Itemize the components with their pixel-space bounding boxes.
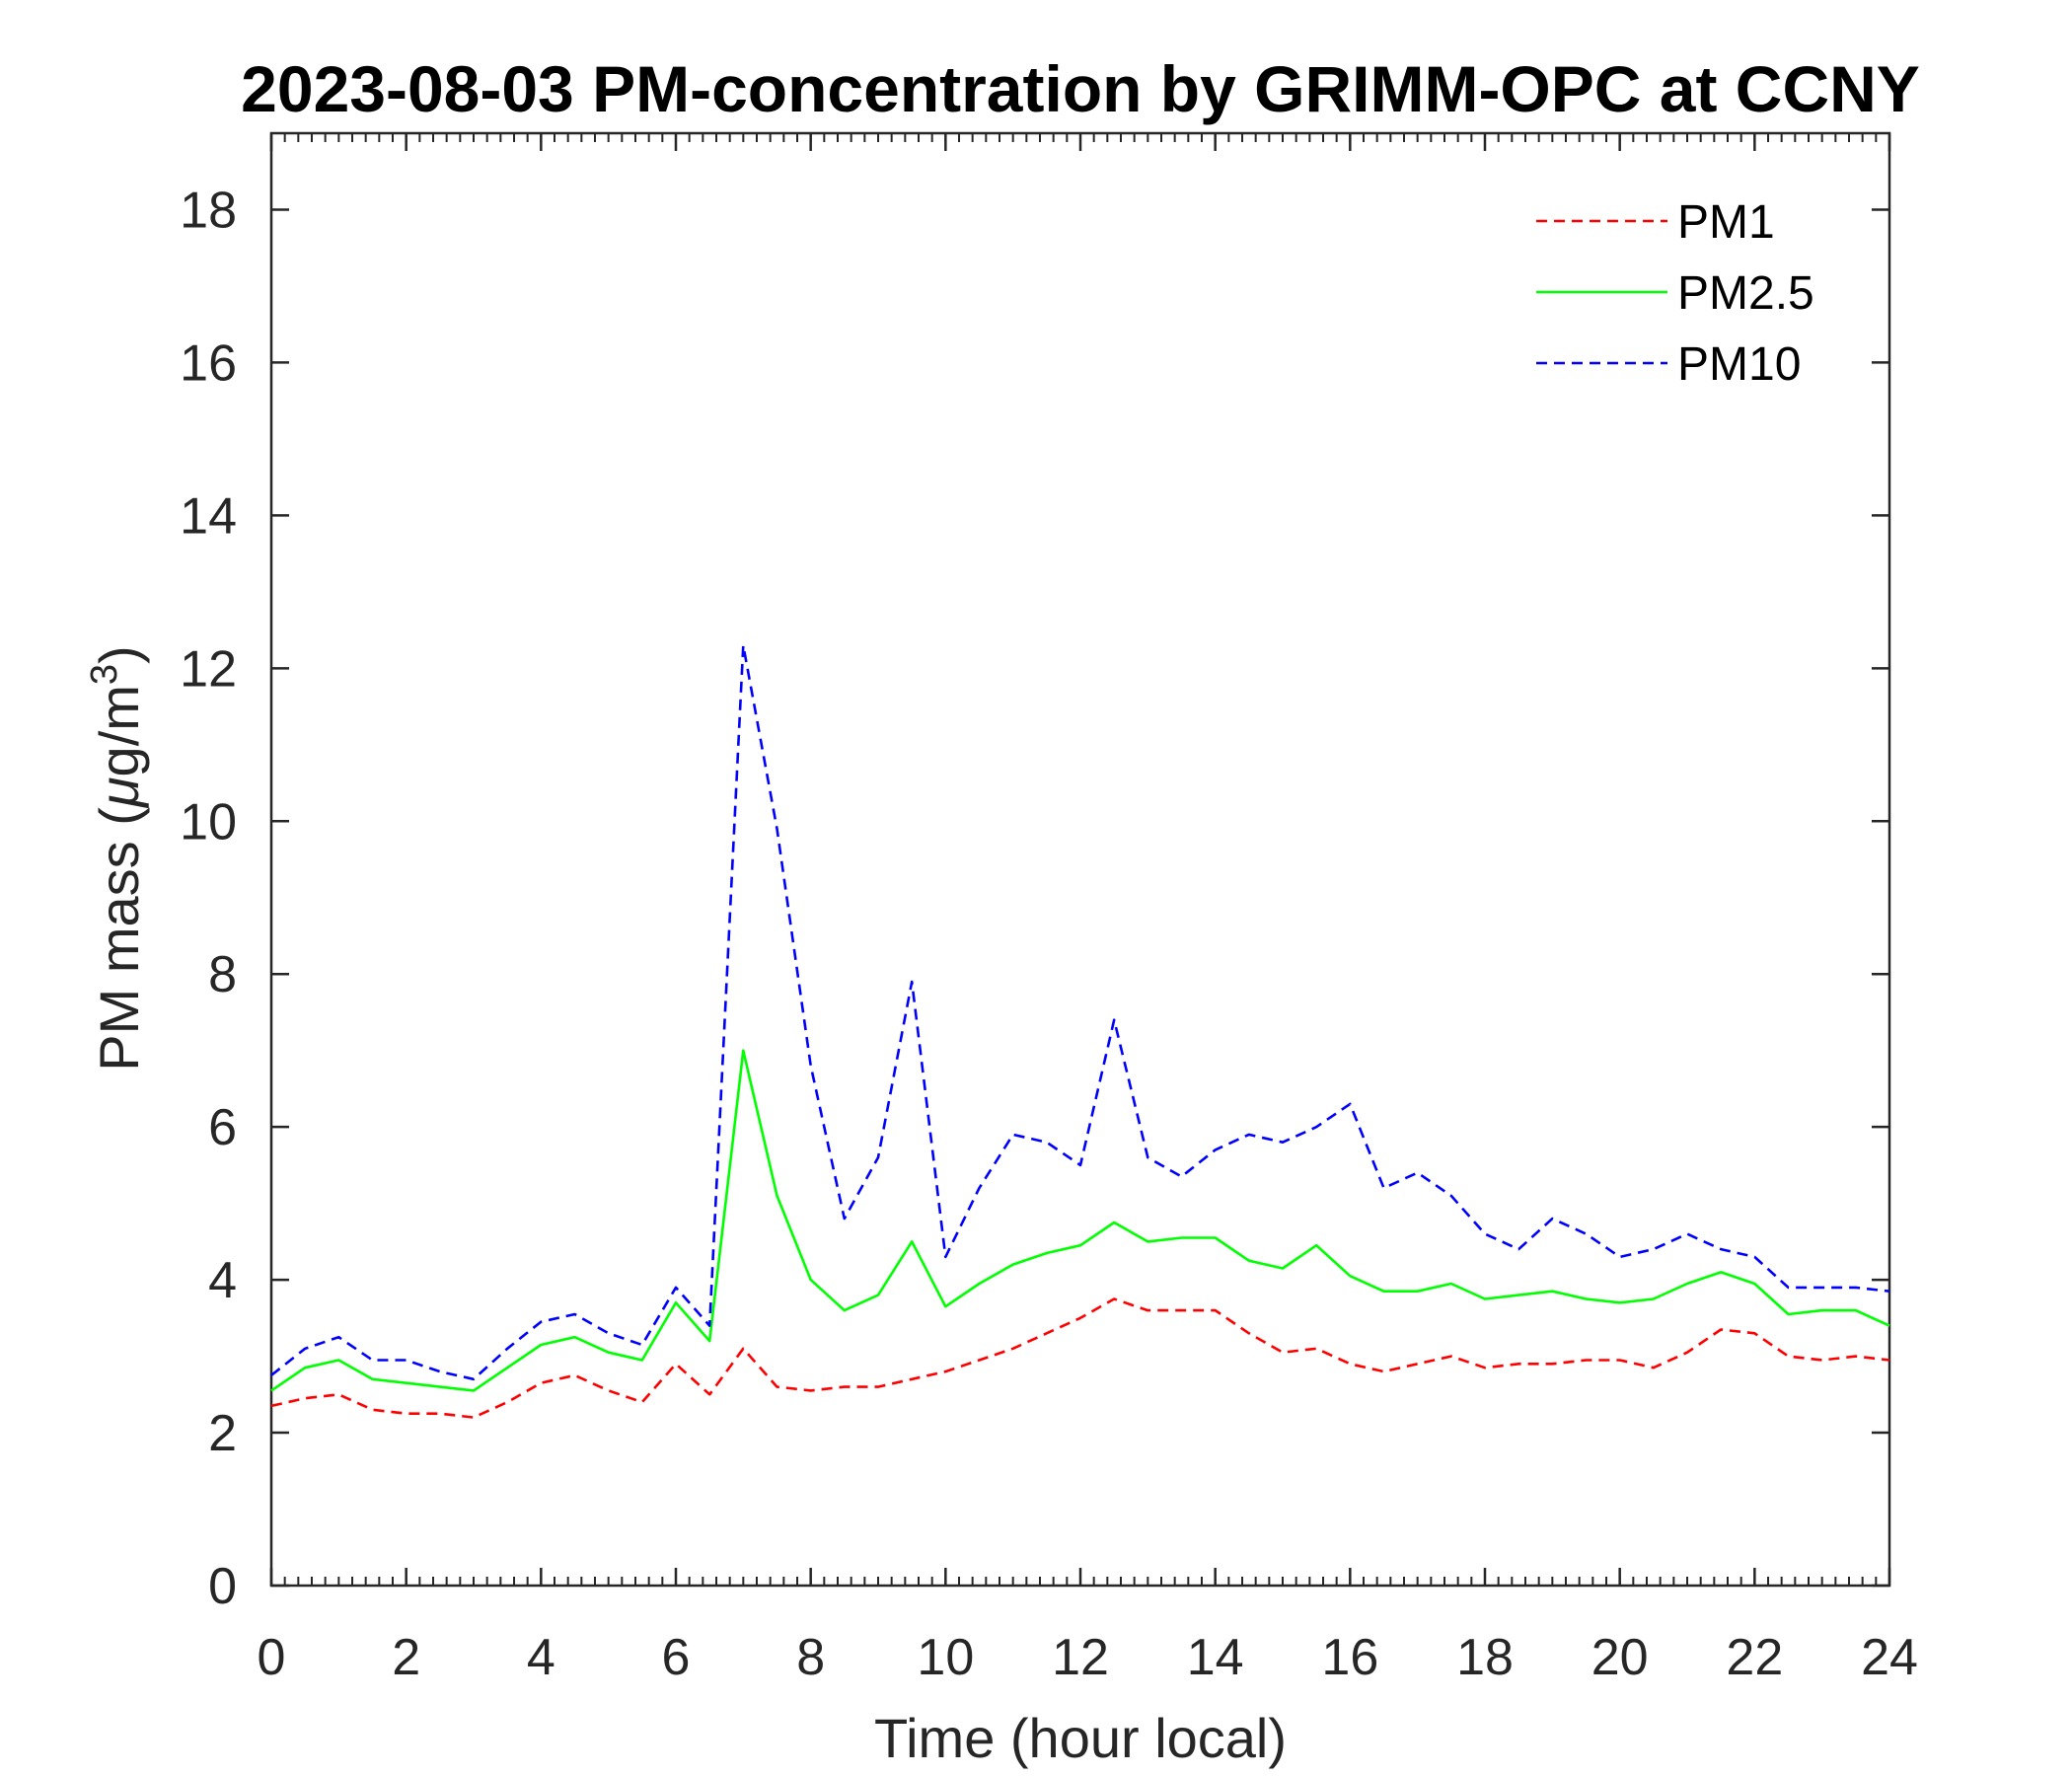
x-axis-label: Time (hour local)	[874, 1707, 1287, 1769]
legend-label: PM10	[1677, 338, 1801, 391]
y-label-mid: g/m	[88, 685, 150, 777]
minor-ticks	[270, 133, 1890, 1586]
series-line-pm1	[270, 1297, 1890, 1419]
x-tick-label: 24	[1861, 1629, 1918, 1686]
y-tick-label: 2	[208, 1405, 237, 1462]
x-tick-label: 20	[1591, 1629, 1649, 1686]
y-tick-label: 6	[208, 1099, 237, 1156]
y-label-mu: μ	[88, 777, 150, 809]
x-tick-label: 18	[1456, 1629, 1514, 1686]
major-ticks	[269, 133, 1891, 1588]
y-tick-label: 14	[180, 487, 237, 545]
y-tick-label: 18	[180, 182, 237, 239]
axes-frame	[269, 131, 1891, 1588]
x-tick-label: 8	[796, 1629, 825, 1686]
series-line-pm10	[270, 643, 1890, 1381]
x-tick-labels: 0 2 4 6 8 10 12 14 16 18 20 22 24	[258, 1629, 1918, 1686]
y-axis-label: PM mass (μg/m3)	[84, 645, 150, 1071]
x-tick-label: 22	[1726, 1629, 1783, 1686]
legend-label: PM1	[1677, 196, 1775, 249]
x-tick-label: 10	[917, 1629, 974, 1686]
y-tick-label: 0	[208, 1558, 237, 1615]
x-tick-label: 0	[258, 1629, 286, 1686]
chart-title: 2023-08-03 PM-concentration by GRIMM-OPC…	[241, 52, 1920, 125]
y-tick-label: 12	[180, 640, 237, 698]
x-tick-label: 4	[527, 1629, 555, 1686]
series-lines	[270, 643, 1890, 1419]
y-label-prefix: PM mass (	[88, 807, 150, 1072]
legend-label: PM2.5	[1677, 267, 1814, 320]
y-tick-label: 8	[208, 946, 237, 1003]
y-tick-label: 16	[180, 334, 237, 392]
legend: PM1 PM2.5 PM10	[1536, 196, 1814, 391]
y-tick-label: 10	[180, 793, 237, 851]
x-tick-label: 12	[1052, 1629, 1109, 1686]
x-tick-label: 14	[1187, 1629, 1244, 1686]
y-label-suffix: )	[88, 645, 150, 664]
series-line-pm25	[270, 1049, 1890, 1392]
y-tick-label: 4	[208, 1252, 237, 1309]
x-tick-label: 2	[392, 1629, 420, 1686]
y-label-sup: 3	[84, 664, 125, 685]
y-tick-labels: 0 2 4 6 8 10 12 14 16 18	[180, 182, 237, 1615]
x-tick-label: 6	[662, 1629, 691, 1686]
plot-box	[269, 131, 1891, 1588]
x-tick-label: 16	[1321, 1629, 1378, 1686]
